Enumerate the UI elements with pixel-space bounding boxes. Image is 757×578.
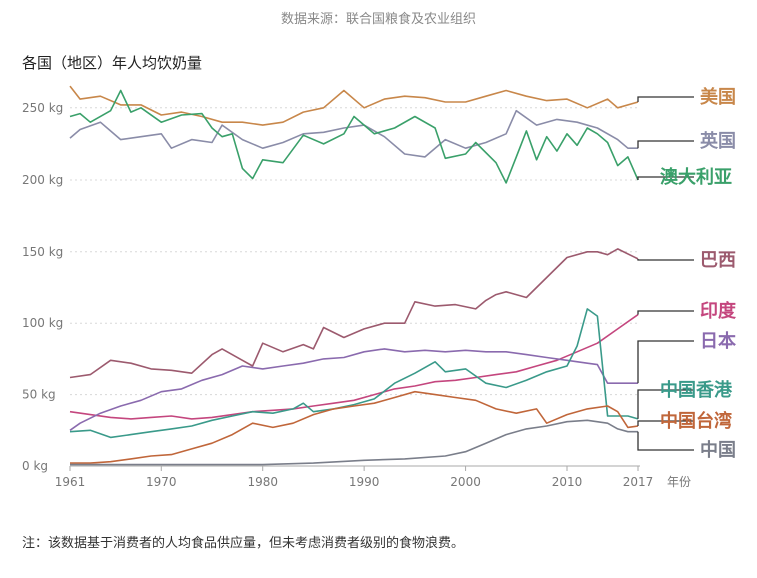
- series-label: 日本: [700, 330, 736, 352]
- x-tick-label: 1990: [349, 475, 380, 489]
- y-tick-label: 250 kg: [22, 101, 63, 115]
- y-tick-label: 0 kg: [22, 459, 48, 473]
- series-line: [69, 109, 638, 158]
- x-tick-label: 2010: [552, 475, 583, 489]
- series-connector: [637, 389, 694, 419]
- series-line: [69, 248, 639, 379]
- series-label: 印度: [700, 300, 737, 322]
- series-line: [69, 308, 639, 439]
- y-tick-label: 100 kg: [22, 316, 63, 330]
- source-text: 数据来源：联合国粮食及农业组织: [280, 12, 476, 27]
- x-tick-label: 2017: [623, 475, 654, 489]
- series-line: [70, 419, 638, 466]
- series-label: 澳大利亚: [660, 166, 732, 188]
- series-connector: [637, 340, 694, 384]
- x-tick-label: 1961: [55, 475, 86, 489]
- series-connector: [637, 258, 694, 261]
- series-label: 中国台湾: [660, 410, 732, 432]
- series-line: [70, 390, 639, 464]
- x-tick-label: 2000: [450, 475, 481, 489]
- series-label: 美国: [700, 86, 736, 108]
- series-connector: [637, 176, 694, 180]
- series-line: [69, 348, 638, 431]
- series-connector: [637, 96, 694, 103]
- y-tick-label: 50 kg: [22, 388, 56, 402]
- x-tick-label: 1970: [146, 475, 177, 489]
- x-tick-label: 1980: [247, 475, 278, 489]
- footnote: 注：该数据基于消费者的人均食品供应量，但未考虑消费者级别的食物浪费。: [22, 536, 465, 551]
- series-label: 中国香港: [660, 379, 733, 401]
- x-axis-label: 年份: [667, 475, 691, 489]
- y-tick-label: 200 kg: [22, 173, 63, 187]
- series-connector: [637, 310, 694, 315]
- series-connector: [637, 431, 694, 451]
- series-label: 英国: [699, 130, 736, 152]
- y-tick-label: 150 kg: [22, 245, 63, 259]
- chart-title: 各国（地区）年人均饮奶量: [22, 54, 203, 72]
- series-label: 巴西: [700, 250, 736, 271]
- series-connector: [637, 140, 694, 149]
- series-line: [69, 313, 639, 420]
- series-line: [69, 89, 639, 184]
- series-line: [69, 85, 639, 126]
- series-connector: [637, 420, 694, 427]
- series-label: 中国: [700, 439, 736, 461]
